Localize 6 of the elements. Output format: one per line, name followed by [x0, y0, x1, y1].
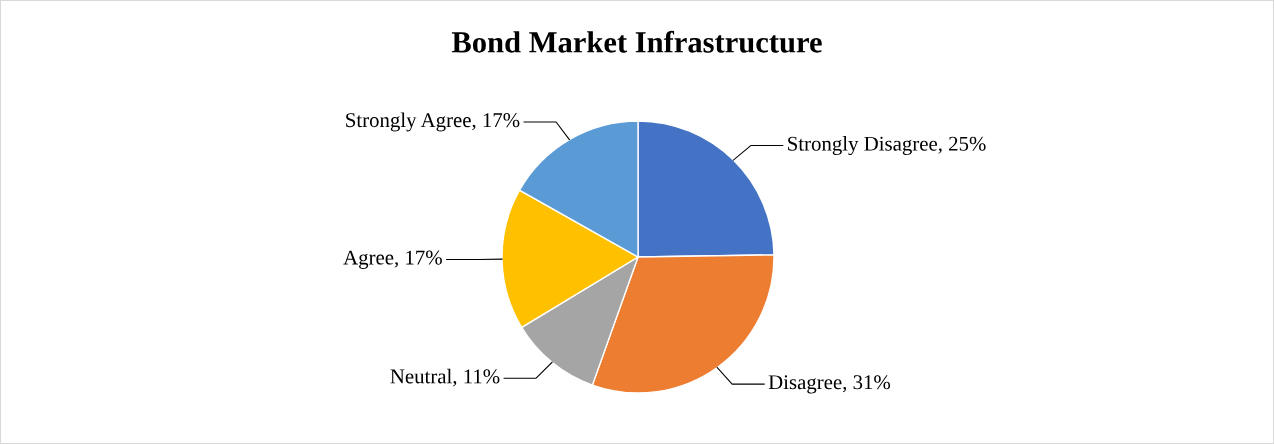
chart-title: Bond Market Infrastructure [451, 30, 822, 53]
slice-label: Disagree, 31% [768, 375, 891, 394]
slice-label: Neutral, 11% [390, 368, 500, 387]
slice-label: Agree, 17% [343, 250, 442, 269]
slice-label: Strongly Agree, 17% [346, 112, 520, 132]
slice-label: Strongly Disagree, 25% [788, 136, 986, 156]
